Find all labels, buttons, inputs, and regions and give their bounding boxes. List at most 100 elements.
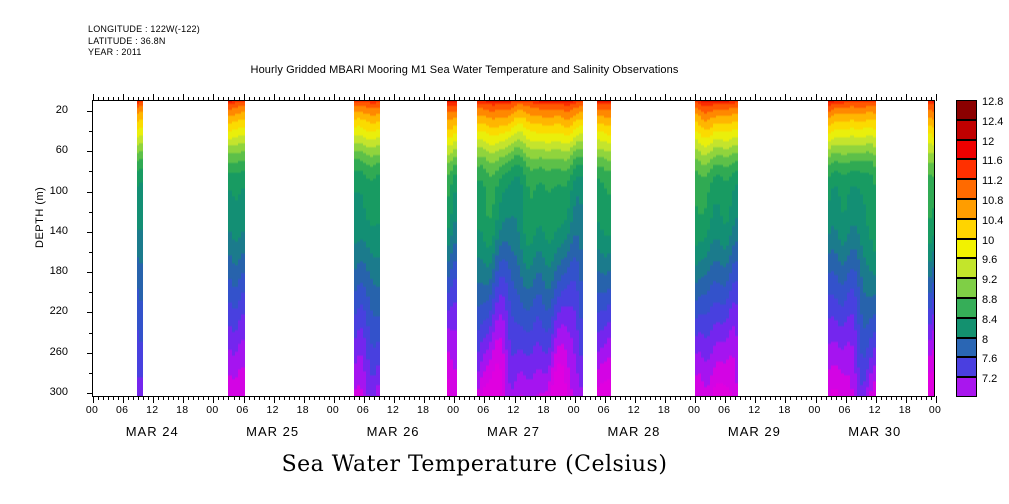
colorbar-tick-label: 12.8 (982, 96, 1004, 108)
x-tick-top (308, 97, 310, 101)
x-tick-top (248, 97, 250, 101)
x-tick (158, 396, 160, 400)
heatmap-column (139, 101, 143, 396)
x-tick (589, 396, 591, 400)
x-tick-top (755, 94, 757, 101)
x-tick (148, 396, 150, 400)
x-tick-top (835, 97, 837, 101)
x-tick (353, 396, 355, 400)
x-tick (845, 396, 847, 403)
heatmap-column (725, 101, 730, 396)
x-tick-top (348, 97, 350, 101)
heatmap-column (548, 101, 552, 396)
colorbar-tick-label: 10.4 (982, 214, 1004, 227)
x-tick (770, 396, 772, 400)
x-tick (720, 396, 722, 400)
colorbar-band (956, 119, 977, 140)
x-hour-label: 12 (748, 404, 761, 416)
x-tick-top (343, 97, 345, 101)
x-tick (143, 396, 145, 400)
heatmap-column (483, 101, 487, 396)
colorbar-tick-label: 8.8 (982, 294, 998, 306)
x-tick (695, 396, 697, 403)
x-tick (599, 396, 601, 400)
x-tick (298, 396, 300, 400)
x-hour-label: 00 (206, 404, 219, 416)
x-tick-top (243, 94, 245, 101)
x-hour-label: 18 (176, 404, 189, 416)
x-hour-label: 06 (356, 404, 370, 416)
x-tick-top (123, 94, 125, 101)
x-tick-top (153, 94, 155, 101)
x-tick (519, 396, 521, 400)
x-tick (303, 396, 305, 403)
x-tick (805, 396, 807, 400)
x-tick (218, 396, 220, 400)
colorbar-tick-label: 7.2 (982, 373, 998, 386)
x-tick-top (850, 97, 852, 101)
x-tick-top (414, 97, 416, 101)
heatmap-column (576, 101, 580, 396)
x-tick (313, 396, 315, 400)
x-tick (308, 396, 310, 400)
x-tick (634, 396, 636, 403)
x-tick-top (524, 97, 526, 101)
x-tick (474, 396, 476, 400)
colorbar-band (956, 100, 977, 120)
x-hour-label: 00 (447, 404, 460, 416)
x-hour-label: 12 (507, 404, 520, 416)
x-hour-label: 06 (236, 404, 249, 416)
x-hour-label: 00 (688, 404, 701, 416)
heatmap-column (357, 101, 361, 396)
longitude-label: LONGITUDE : 122W(-122) (88, 24, 200, 34)
heatmap-column (234, 101, 239, 396)
x-tick-top (745, 97, 747, 101)
x-tick (775, 396, 777, 400)
x-tick (930, 396, 932, 400)
x-tick (153, 396, 155, 403)
x-tick (564, 396, 566, 400)
x-tick-top (930, 97, 932, 101)
x-tick (850, 396, 852, 400)
x-tick-top (634, 94, 636, 101)
x-tick-top (775, 97, 777, 101)
x-tick (730, 396, 732, 400)
heatmap-column (722, 101, 727, 396)
x-tick (409, 396, 411, 400)
heatmap-column (453, 101, 458, 396)
y-tick-label: 260 (49, 345, 68, 358)
x-tick-top (504, 97, 506, 101)
heatmap-block (136, 101, 143, 396)
x-tick (454, 396, 456, 403)
x-hour-label: 18 (898, 404, 912, 416)
x-tick (554, 396, 556, 400)
x-tick (685, 396, 687, 400)
x-hour-label: 06 (477, 404, 490, 416)
x-tick-top (604, 94, 606, 101)
heatmap-column (520, 101, 525, 396)
x-tick (213, 396, 215, 403)
x-tick-top (624, 97, 626, 101)
x-tick (499, 396, 501, 400)
x-tick (639, 396, 641, 400)
x-tick-top (379, 97, 381, 101)
x-tick-top (910, 97, 912, 101)
colorbar-band (956, 357, 977, 378)
x-hour-label: 00 (85, 404, 99, 416)
x-tick-top (213, 94, 215, 101)
x-tick-top (143, 97, 145, 101)
heatmap-column (572, 101, 577, 396)
heatmap-column (545, 101, 549, 396)
y-tick (87, 352, 93, 354)
x-tick-top (800, 97, 802, 101)
x-tick-top (680, 97, 682, 101)
heatmap-column (843, 101, 848, 396)
x-tick-top (258, 97, 260, 101)
x-tick (379, 396, 381, 400)
x-tick-top (660, 97, 662, 101)
x-tick-top (875, 94, 877, 101)
x-tick (414, 396, 416, 400)
colorbar-band (956, 179, 977, 199)
x-tick-top (569, 97, 571, 101)
y-tick-label: 20 (55, 104, 68, 117)
